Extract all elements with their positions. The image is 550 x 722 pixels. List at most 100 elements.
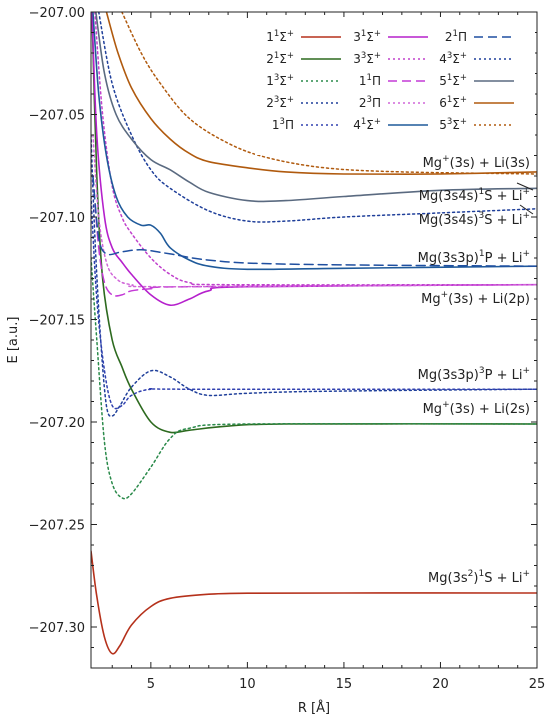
annotation-a1: Mg+(3s) + Li(3s) — [423, 154, 530, 171]
annotation-a8: Mg(3s2)1S + Li+ — [428, 569, 530, 586]
series-line-s9 — [92, 134, 537, 288]
legend-label-s5: 13Π — [272, 117, 294, 132]
y-tick-label: −207.20 — [29, 416, 85, 431]
annotation-rest: ) — [473, 571, 478, 586]
legend-label-mid: Π — [285, 118, 294, 132]
legend-label-sup: 3 — [447, 117, 452, 127]
legend-label-sup: 1 — [447, 95, 452, 105]
legend-label-main: 4 — [353, 118, 361, 132]
x-tick-label: 20 — [432, 677, 449, 692]
legend-label-sup: 1 — [274, 51, 279, 61]
legend-label-sup: 1 — [274, 29, 279, 39]
annotation-sup: 2 — [468, 569, 474, 579]
annotation-arrow-1S — [516, 182, 534, 191]
y-tick-label: −207.00 — [29, 6, 85, 21]
legend-label-mid: Σ — [452, 74, 460, 88]
annotation-a5: Mg+(3s) + Li(2p) — [421, 290, 530, 307]
legend-label-mid: Σ — [366, 30, 374, 44]
series-group — [91, 12, 537, 655]
legend-label-s2: 21Σ+ — [266, 51, 294, 66]
series-line-s14 — [105, 12, 537, 176]
legend-label-sup2: + — [460, 73, 467, 83]
annotation-rest: S + Li — [484, 213, 522, 228]
annotation-sup2: 1 — [478, 569, 484, 579]
annotation-sup: 1 — [478, 187, 484, 197]
series-line-s1 — [91, 550, 537, 655]
legend-label-s11: 21Π — [445, 29, 467, 44]
y-tick-label: −207.30 — [29, 621, 85, 636]
annotation-rest: P + Li — [485, 368, 523, 383]
series-line-s7 — [94, 12, 537, 286]
legend-label-main: 2 — [266, 52, 274, 66]
legend-label-main: 3 — [353, 30, 361, 44]
legend-label-main: 5 — [439, 74, 447, 88]
state-annotations: Mg+(3s) + Li(3s)Mg(3s4s)1S + Li+Mg(3s4s)… — [418, 154, 534, 586]
legend-label-main: 1 — [266, 30, 274, 44]
series-line-s10 — [92, 12, 537, 271]
legend-label-sup: 3 — [367, 95, 372, 105]
annotation-sup: + — [441, 290, 449, 300]
series-line-s15 — [121, 12, 537, 175]
legend-label-main: 1 — [266, 74, 274, 88]
y-tick-label: −207.25 — [29, 519, 85, 534]
legend-label-sup2: + — [460, 95, 467, 105]
annotation-sup: + — [442, 154, 450, 164]
y-tick-label: −207.10 — [29, 211, 85, 226]
legend: 11Σ+21Σ+13Σ+23Σ+13Π31Σ+33Σ+11Π23Π41Σ+21Π… — [255, 17, 535, 155]
x-axis-label: R [Å] — [298, 700, 330, 716]
annotation-sup3: + — [522, 569, 530, 579]
legend-label-main: 2 — [266, 96, 274, 110]
annotation-sup2: + — [522, 366, 530, 376]
annotation-a4: Mg(3s3p)1P + Li+ — [418, 249, 530, 266]
annotation-arrow-3S — [519, 204, 534, 215]
annotation-base: Mg(3s4s) — [419, 189, 479, 204]
annotation-rest: (3s) + Li(2p) — [448, 292, 530, 307]
annotation-sup: + — [442, 400, 450, 410]
legend-label-sup2: + — [460, 117, 467, 127]
legend-label-mid: Π — [372, 74, 381, 88]
series-line-s5 — [91, 195, 537, 410]
legend-label-sup2: + — [287, 51, 294, 61]
legend-label-main: 2 — [359, 96, 367, 110]
annotation-base: Mg(3s3p) — [418, 368, 479, 383]
y-tick-label: −207.15 — [29, 314, 85, 329]
annotation-rest: S + Li — [484, 189, 522, 204]
legend-label-s14: 61Σ+ — [439, 95, 467, 110]
legend-label-mid: Π — [372, 96, 381, 110]
legend-label-mid: Σ — [452, 52, 460, 66]
legend-label-sup: 1 — [453, 29, 458, 39]
legend-label-s4: 23Σ+ — [266, 95, 294, 110]
annotation-a2: Mg(3s4s)1S + Li+ — [419, 187, 530, 204]
legend-label-main: 2 — [445, 30, 453, 44]
legend-label-mid: Σ — [452, 118, 460, 132]
series-line-s8 — [92, 175, 537, 297]
legend-label-mid: Π — [458, 30, 467, 44]
legend-label-s10: 41Σ+ — [353, 117, 381, 132]
x-tick-label: 10 — [239, 677, 256, 692]
legend-label-s8: 11Π — [359, 73, 381, 88]
legend-label-sup2: + — [287, 73, 294, 83]
legend-label-mid: Σ — [279, 96, 287, 110]
legend-label-sup: 3 — [274, 95, 279, 105]
annotation-base: Mg(3s — [428, 571, 468, 586]
legend-label-s13: 51Σ+ — [439, 73, 467, 88]
legend-label-sup2: + — [287, 95, 294, 105]
legend-label-main: 6 — [439, 96, 447, 110]
legend-label-sup2: + — [374, 29, 381, 39]
legend-label-mid: Σ — [279, 52, 287, 66]
axes: 5 10 15 20 25−207.00−207.05−207.10−207.15−20… — [6, 6, 545, 716]
y-axis-label: E [a.u.] — [6, 317, 21, 364]
annotation-a6: Mg(3s3p)3P + Li+ — [418, 366, 530, 383]
legend-label-sup2: + — [374, 117, 381, 127]
annotation-rest: (3s) + Li(2s) — [450, 402, 530, 417]
legend-label-sup: 3 — [280, 117, 285, 127]
legend-label-main: 1 — [359, 74, 367, 88]
annotation-rest: P + Li — [485, 251, 523, 266]
annotation-base: Mg(3s3p) — [418, 251, 479, 266]
series-line-s13 — [95, 12, 537, 203]
legend-label-main: 4 — [439, 52, 447, 66]
annotation-sup: 3 — [479, 366, 485, 376]
legend-label-s1: 11Σ+ — [266, 29, 294, 44]
legend-label-sup: 1 — [361, 29, 366, 39]
legend-background — [255, 17, 535, 155]
